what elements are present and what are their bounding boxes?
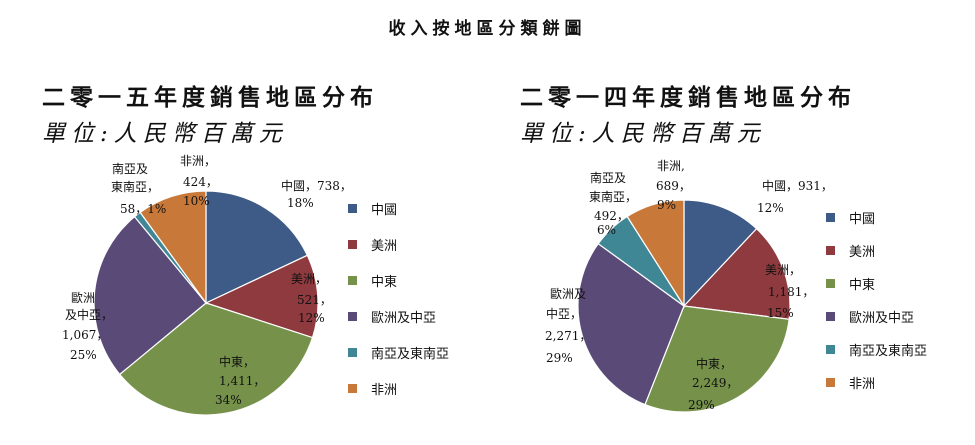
pie-slice-2015-1 [204, 254, 319, 339]
data-label-2015-3-0: 歐洲 [71, 290, 95, 305]
legend-label: 歐洲及中亞 [371, 310, 437, 326]
data-label-2015-2-2: 34% [215, 393, 242, 407]
legend-label: 南亞及東南亞 [371, 346, 450, 362]
data-label-2015-4-2: 58，1% [120, 202, 166, 216]
legend-swatch [348, 239, 357, 249]
legend-item-2014-1: 美洲 [826, 242, 876, 260]
legend-swatch [826, 245, 835, 255]
data-label-2014-1-0: 美洲， [765, 263, 801, 277]
legend-item-2015-4: 南亞及東南亞 [348, 344, 450, 362]
legend-label: 中東 [371, 274, 398, 290]
legend-item-2015-5: 非洲 [348, 380, 398, 398]
legend-item-2015-3: 歐洲及中亞 [348, 308, 437, 326]
data-label-2015-1-0: 美洲， [291, 272, 327, 286]
data-label-2014-3-3: 29% [546, 351, 573, 365]
pie-slice-2014-3 [577, 242, 685, 406]
data-label-2014-4-0: 南亞及 [590, 170, 626, 185]
legend-item-2014-5: 非洲 [826, 374, 876, 392]
legend-swatch [348, 347, 357, 357]
data-label-2014-5-2: 9% [657, 198, 676, 212]
legend-swatch [348, 383, 357, 393]
legend-label: 美洲 [371, 238, 398, 254]
data-label-2015-5-1: 424， [183, 175, 218, 189]
legend-swatch [826, 311, 835, 321]
data-label-2014-2-1: 2,249， [692, 376, 738, 390]
data-label-2015-4-0: 南亞及 [112, 161, 148, 176]
data-label-2015-1-1: 521， [297, 293, 332, 307]
data-label-2015-5-0: 非洲， [180, 154, 216, 168]
data-label-2015-1-2: 12% [298, 311, 325, 325]
data-label-2015-3-3: 25% [70, 348, 97, 362]
data-label-2014-0-0: 中國，931， [762, 178, 833, 193]
legend-item-2015-1: 美洲 [348, 236, 398, 254]
data-label-2015-5-2: 10% [183, 194, 210, 208]
pie-slice-2014-1 [682, 227, 791, 320]
data-label-2015-0-1: 18% [287, 196, 314, 210]
pie-slice-2014-5 [626, 199, 685, 309]
pie-slice-2014-2 [644, 305, 790, 413]
pie-slice-2014-0 [683, 199, 758, 308]
data-label-2015-3-2: 1,067， [62, 328, 108, 342]
data-label-2015-3-1: 及中亞， [65, 307, 113, 322]
data-label-2014-2-2: 29% [688, 398, 715, 412]
legend-swatch [826, 278, 835, 288]
legend-label: 中國 [371, 202, 398, 218]
legend-label: 中國 [849, 211, 876, 227]
pie-slice-2015-3 [93, 215, 207, 376]
pie-slice-2015-2 [118, 302, 314, 416]
data-label-2014-1-2: 15% [767, 306, 794, 320]
legend-label: 非洲 [371, 382, 398, 398]
chart-unit-2014: 單位:人民幣百萬元 [520, 121, 766, 147]
legend-label: 歐洲及中亞 [849, 310, 915, 326]
chart-unit-2015: 單位:人民幣百萬元 [42, 121, 288, 147]
legend-label: 非洲 [849, 376, 876, 392]
legend-swatch [348, 275, 357, 285]
legend-label: 中東 [849, 277, 876, 293]
pie-slice-2015-5 [139, 190, 207, 305]
legend-swatch [348, 203, 357, 213]
data-label-2014-3-2: 2,271， [545, 329, 591, 343]
legend-item-2015-0: 中國 [348, 200, 398, 218]
chart-title-2015: 二零一五年度銷售地區分布 [42, 85, 378, 111]
data-label-2014-1-1: 1,181， [768, 285, 814, 299]
data-label-2014-4-2: 492， [594, 209, 629, 223]
legend-label: 美洲 [849, 244, 876, 260]
data-label-2015-2-0: 中東， [219, 354, 255, 369]
data-label-2014-2-0: 中東， [696, 356, 732, 371]
page-title: 收入按地區分類餅圖 [388, 19, 587, 39]
legend-label: 南亞及東南亞 [849, 343, 928, 359]
chart-title-2014: 二零一四年度銷售地區分布 [520, 85, 856, 111]
legend-swatch [826, 344, 835, 354]
legend-item-2014-2: 中東 [826, 275, 876, 293]
data-label-2014-5-1: 689， [656, 179, 691, 193]
legend-item-2015-2: 中東 [348, 272, 398, 290]
data-label-2015-4-1: 東南亞， [111, 179, 159, 194]
legend-item-2014-3: 歐洲及中亞 [826, 308, 915, 326]
data-label-2014-4-3: 6% [597, 223, 616, 237]
legend-swatch [348, 311, 357, 321]
data-label-2014-4-1: 東南亞， [589, 189, 637, 204]
data-label-2014-3-0: 歐洲及 [550, 286, 586, 301]
data-label-2014-3-1: 中亞， [546, 306, 582, 321]
data-label-2015-0-0: 中國，738， [281, 178, 352, 193]
legend-swatch [826, 212, 835, 222]
legend-swatch [826, 377, 835, 387]
pie-slice-2015-0 [205, 190, 309, 304]
data-label-2014-5-0: 非洲, [657, 159, 685, 173]
legend-item-2014-0: 中國 [826, 209, 876, 227]
data-label-2015-2-1: 1,411， [219, 374, 265, 388]
data-label-2014-0-1: 12% [757, 201, 784, 215]
legend-item-2014-4: 南亞及東南亞 [826, 341, 928, 359]
